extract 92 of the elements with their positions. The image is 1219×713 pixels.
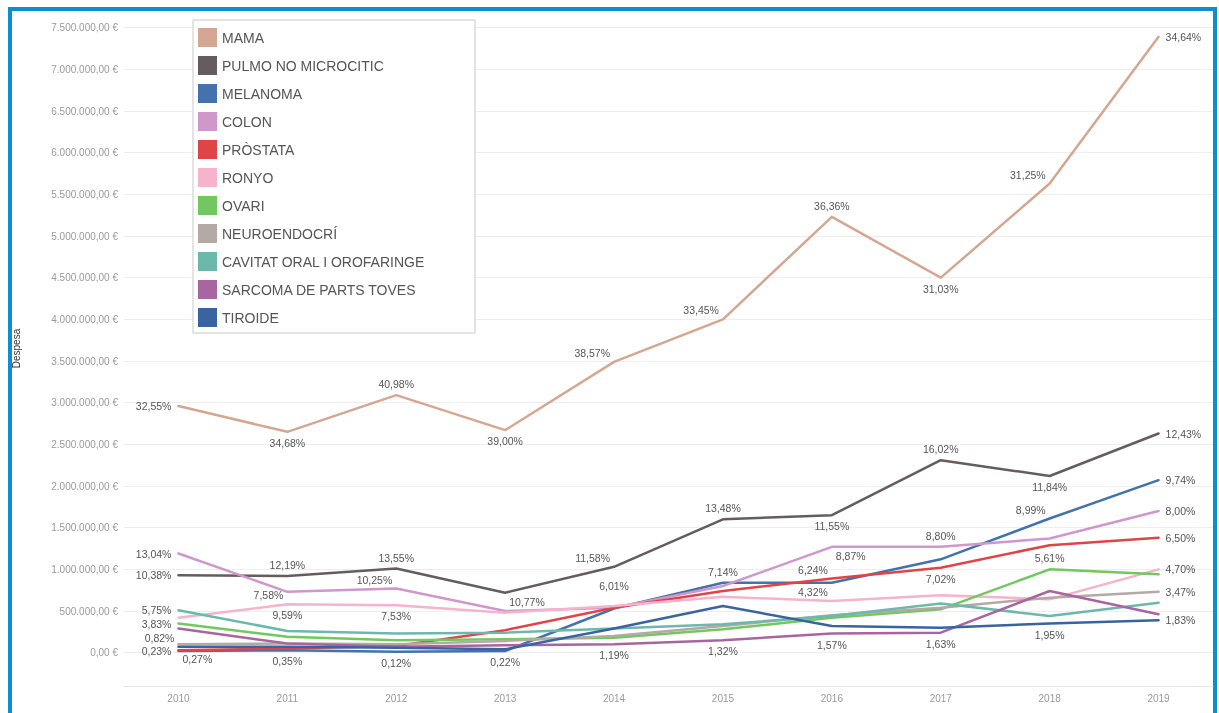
annotation: 7,02% — [925, 572, 956, 585]
y-tick-label: 6.000.000,00 € — [51, 147, 119, 159]
legend-label: MELANOMA — [222, 85, 303, 102]
y-tick-label: 7.500.000,00 € — [51, 22, 119, 34]
annotation: 0,23% — [141, 645, 172, 657]
legend-label: NEUROENDOCRÍ — [222, 225, 338, 242]
legend-label: CAVITAT ORAL I OROFARINGE — [222, 253, 425, 270]
annotation: 8,87% — [835, 549, 866, 562]
x-tick-label: 2016 — [820, 692, 844, 704]
annotation: 1,95% — [1034, 628, 1065, 641]
y-tick-label: 5.000.000,00 € — [51, 230, 119, 242]
y-tick-label: 500.000,00 € — [59, 605, 119, 617]
annotation: 12,19% — [269, 559, 306, 571]
y-tick-label: 6.500.000,00 € — [51, 105, 119, 117]
y-tick-label: 4.000.000,00 € — [51, 313, 119, 325]
annotation: 7,14% — [708, 565, 738, 578]
annotation: 0,27% — [182, 653, 213, 666]
annotation: 6,01% — [599, 579, 629, 592]
x-tick-label: 2018 — [1038, 692, 1062, 704]
annotation: 33,45% — [683, 304, 719, 317]
annotation: 9,59% — [272, 608, 303, 621]
y-tick-label: 1.500.000,00 € — [51, 522, 119, 534]
legend-label: SARCOMA DE PARTS TOVES — [222, 281, 416, 298]
annotation: 5,75% — [141, 604, 172, 617]
x-tick-label: 2013 — [494, 692, 517, 704]
annotation: 12,43% — [1165, 427, 1202, 440]
annotation: 13,55% — [378, 551, 415, 564]
annotation: 6,50% — [1165, 531, 1196, 544]
legend-label: RONYO — [222, 169, 274, 186]
y-tick-label: 0,00 € — [90, 647, 119, 659]
y-axis-title: Despesa — [10, 328, 22, 369]
annotation: 0,22% — [490, 656, 521, 668]
x-tick-label: 2014 — [602, 692, 626, 704]
annotation: 10,77% — [509, 595, 545, 608]
annotation: 8,80% — [925, 529, 956, 542]
y-tick-label: 1.000.000,00 € — [51, 563, 119, 575]
annotation: 11,84% — [1032, 481, 1068, 493]
annotation: 6,24% — [798, 563, 828, 576]
legend-label: COLON — [222, 113, 272, 130]
y-tick-label: 4.500.000,00 € — [51, 272, 119, 284]
y-tick-label: 3.500.000,00 € — [51, 355, 119, 367]
annotation: 1,83% — [1165, 614, 1196, 627]
annotation: 7,53% — [381, 610, 412, 623]
annotation: 8,99% — [1015, 503, 1046, 516]
annotation: 0,35% — [272, 655, 303, 668]
annotation: 4,32% — [798, 586, 828, 598]
annotation: 10,25% — [356, 573, 393, 586]
annotation: 40,98% — [378, 378, 415, 391]
annotation: 3,83% — [141, 617, 172, 630]
annotation: 36,36% — [814, 199, 850, 212]
annotation: 34,64% — [1165, 30, 1202, 43]
y-tick-label: 2.500.000,00 € — [51, 438, 119, 450]
x-tick-label: 2017 — [929, 692, 953, 704]
annotation: 10,38% — [135, 569, 172, 582]
legend-label: PULMO NO MICROCITIC — [222, 57, 384, 74]
y-tick-label: 2.000.000,00 € — [51, 480, 119, 492]
annotation: 31,03% — [922, 282, 959, 295]
annotation: 32,55% — [135, 400, 172, 412]
annotation: 3,47% — [1165, 585, 1196, 598]
x-tick-label: 2012 — [385, 692, 408, 704]
annotation: 9,74% — [1165, 474, 1196, 487]
annotation: 7,58% — [253, 589, 284, 602]
annotation: 1,32% — [708, 645, 738, 658]
annotation: 0,12% — [381, 656, 412, 669]
annotation: 31,25% — [1010, 168, 1046, 181]
annotation: 34,68% — [269, 436, 306, 449]
line-series — [177, 35, 1160, 434]
annotation: 5,61% — [1034, 552, 1065, 565]
legend-label: TIROIDE — [222, 309, 279, 326]
x-tick-label: 2010 — [167, 692, 191, 704]
y-tick-label: 7.000.000,00 € — [51, 63, 119, 75]
x-tick-label: 2011 — [276, 692, 299, 704]
annotation: 0,82% — [144, 631, 175, 644]
annotation: 13,48% — [705, 502, 741, 515]
annotation: 1,57% — [816, 638, 847, 651]
annotation: 1,19% — [599, 649, 629, 662]
annotation: 11,58% — [575, 551, 611, 564]
annotation: 8,00% — [1165, 505, 1196, 517]
legend-label: MAMA — [222, 29, 265, 46]
annotation: 11,55% — [814, 520, 850, 533]
legend-label: OVARI — [222, 197, 265, 214]
legend-label: PRÒSTATA — [222, 141, 295, 158]
x-tick-label: 2015 — [711, 692, 735, 704]
y-tick-label: 5.500.000,00 € — [51, 188, 119, 200]
annotation: 4,70% — [1165, 563, 1196, 576]
x-tick-label: 2019 — [1147, 692, 1171, 704]
y-tick-label: 3.000.000,00 € — [51, 397, 119, 409]
annotation: 39,00% — [487, 435, 523, 448]
annotation: 16,02% — [922, 443, 959, 456]
annotation: 38,57% — [574, 346, 611, 359]
annotation: 1,63% — [925, 637, 956, 650]
annotation: 13,04% — [135, 547, 172, 560]
